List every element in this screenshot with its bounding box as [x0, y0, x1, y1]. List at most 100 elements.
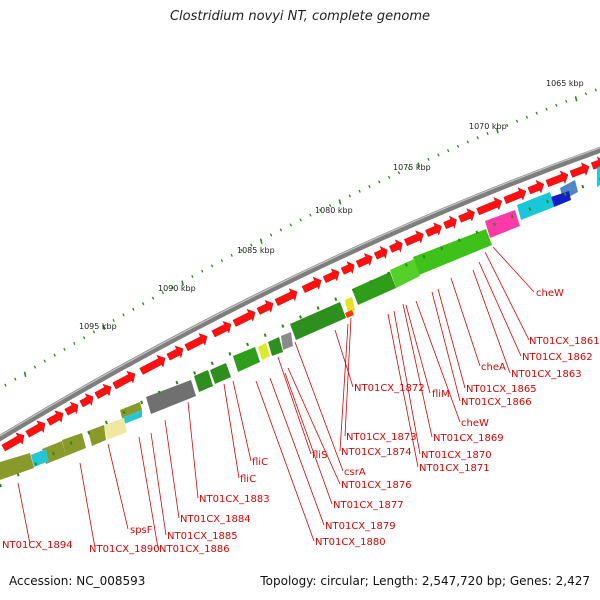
tick-mark — [122, 313, 125, 317]
tick-mark — [299, 218, 302, 222]
gene-block-teal — [517, 192, 554, 220]
tick-mark — [427, 157, 430, 161]
gene-label-chew-2: cheW — [461, 418, 489, 429]
tick-mark — [565, 99, 568, 103]
gene-label-nt01cx-1886: NT01CX_1886 — [159, 544, 230, 555]
gene-label-nt01cx-1877: NT01CX_1877 — [333, 500, 404, 511]
tick-mark — [104, 420, 108, 425]
forward-gene-arrow — [443, 215, 457, 230]
leader-line — [450, 277, 481, 367]
tick-mark — [299, 315, 302, 319]
cog-category-band — [0, 166, 600, 480]
leader-line — [492, 246, 535, 293]
tick-mark — [493, 222, 497, 227]
tick-mark — [440, 246, 444, 251]
tick-mark — [546, 199, 550, 204]
gene-label-nt01cx-1890: NT01CX_1890 — [89, 544, 160, 555]
tick-mark — [316, 306, 320, 310]
kbp-label-1090: 1090 kbp — [158, 284, 196, 293]
tick-mark — [210, 361, 214, 366]
forward-gene-arrow — [389, 239, 403, 253]
tick-mark — [545, 107, 548, 111]
leader-line — [138, 436, 159, 549]
forward-strand-genes — [1, 156, 600, 452]
leader-line — [334, 329, 354, 388]
gene-label-flim: fliM — [432, 389, 450, 400]
tick-mark — [250, 243, 253, 247]
tick-mark — [230, 253, 233, 257]
forward-gene-arrow — [458, 208, 475, 223]
tick-mark — [161, 291, 165, 295]
label-leader-lines — [17, 246, 535, 549]
leader-line — [284, 372, 333, 505]
gene-label-nt01cx-1865: NT01CX_1865 — [466, 384, 537, 395]
tick-mark — [476, 136, 479, 140]
tick-mark — [43, 359, 46, 363]
tick-mark — [23, 371, 27, 377]
tick-mark — [457, 238, 461, 243]
map-title: Clostridium novyi NT, complete genome — [169, 9, 431, 24]
kbp-scale: 1065 kbp 1070 kbp 1075 kbp 1080 kbp 1085… — [79, 79, 584, 331]
tick-mark — [309, 213, 312, 217]
gene-label-nt01cx-1862: NT01CX_1862 — [522, 352, 593, 363]
tick-mark — [228, 352, 232, 356]
forward-gene-arrow — [256, 300, 274, 315]
tick-mark — [246, 342, 250, 347]
tick-mark — [338, 199, 342, 205]
gene-block-blue — [551, 191, 571, 207]
gene-label-nt01cx-1869: NT01CX_1869 — [433, 433, 504, 444]
forward-gene-arrow — [476, 197, 503, 216]
forward-gene-arrow — [166, 345, 184, 361]
tick-mark — [358, 189, 361, 193]
tick-mark — [563, 192, 567, 196]
forward-gene-arrow — [274, 288, 298, 306]
tick-mark — [422, 254, 426, 259]
tick-mark — [535, 111, 538, 115]
tick-mark — [456, 144, 460, 148]
gene-label-csra: csrA — [344, 467, 366, 478]
kbp-label-1070: 1070 kbp — [469, 122, 507, 131]
tick-mark — [157, 390, 161, 395]
leader-line — [437, 288, 466, 389]
tick-mark — [181, 280, 184, 286]
tick-mark — [368, 184, 371, 189]
tick-mark — [63, 347, 66, 351]
leader-line — [277, 356, 312, 455]
kbp-label-1085: 1085 kbp — [237, 246, 275, 255]
forward-gene-arrow — [184, 333, 208, 352]
tick-mark — [4, 383, 7, 387]
tick-mark — [328, 203, 332, 207]
forward-gene-arrow — [527, 180, 545, 195]
leader-line — [393, 310, 421, 455]
leader-line — [402, 303, 433, 438]
tick-mark — [201, 269, 204, 273]
gene-label-spsf: spsF — [130, 525, 153, 536]
forward-gene-arrow — [139, 354, 166, 375]
tick-mark — [69, 441, 73, 445]
gene-label-nt01cx-1866: NT01CX_1866 — [461, 397, 532, 408]
tick-mark — [348, 194, 351, 198]
tick-mark — [475, 230, 479, 235]
tick-mark — [175, 380, 179, 385]
forward-gene-arrow — [373, 245, 388, 260]
tick-mark — [14, 377, 17, 381]
tick-mark — [171, 285, 174, 289]
tick-mark — [525, 115, 529, 119]
genome-backbone — [0, 146, 600, 442]
forward-gene-arrow — [569, 162, 590, 178]
tick-mark — [407, 166, 411, 170]
tick-mark — [132, 307, 135, 311]
tick-mark — [122, 410, 126, 415]
tick-mark — [73, 341, 76, 345]
forward-gene-arrow — [79, 393, 94, 408]
tick-mark — [33, 365, 37, 369]
tick-mark — [16, 472, 20, 477]
leader-line — [255, 380, 315, 542]
gene-label-nt01cx-1885: NT01CX_1885 — [167, 531, 238, 542]
leader-line — [107, 443, 129, 530]
tick-mark — [515, 119, 519, 123]
tick-mark — [53, 353, 56, 357]
leader-line — [232, 380, 252, 462]
leader-line — [269, 377, 325, 526]
gene-label-nt01cx-1884: NT01CX_1884 — [180, 514, 251, 525]
